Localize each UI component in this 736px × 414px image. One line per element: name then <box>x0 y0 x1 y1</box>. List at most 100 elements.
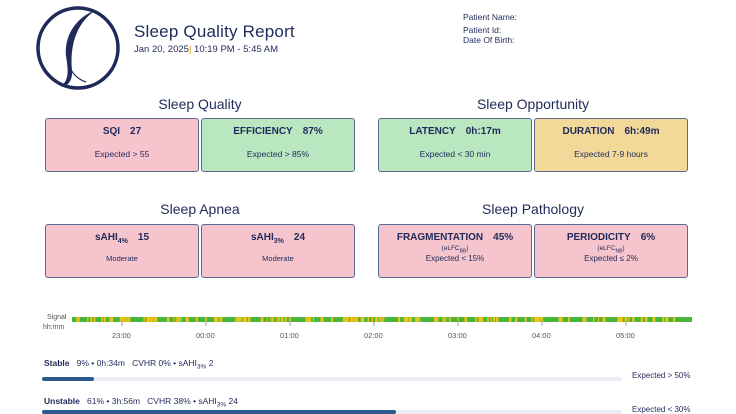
time-tick-label: 05:00 <box>616 331 635 340</box>
signal-segment <box>457 317 459 322</box>
signal-segment <box>176 317 178 322</box>
signal-segment <box>377 317 379 322</box>
signal-segment <box>628 317 630 322</box>
signal-segment <box>481 317 484 322</box>
signal-segment <box>418 317 421 322</box>
signal-segment <box>397 317 400 322</box>
signal-segment <box>666 317 669 322</box>
signal-segment <box>593 317 595 322</box>
signal-segment <box>242 317 245 322</box>
section-sleep-apnea: Sleep Apnea <box>160 201 240 217</box>
signal-segment <box>533 317 537 322</box>
signal-segment <box>313 317 315 322</box>
signal-segment <box>177 317 181 322</box>
signal-segment <box>219 317 223 322</box>
signal-segment <box>350 317 353 322</box>
signal-segment <box>624 317 627 322</box>
signal-segment <box>541 317 544 322</box>
signal-segment <box>434 317 436 322</box>
signal-segment <box>640 317 643 322</box>
signal-segment <box>285 317 287 322</box>
signal-segment <box>403 317 406 322</box>
signal-segment <box>367 317 370 322</box>
signal-segment <box>111 317 114 322</box>
signal-strip <box>72 317 692 326</box>
unstable-band-header: Unstable 61% • 3h:56m CVHR 38% • sAHI3% … <box>44 396 239 409</box>
signal-segment <box>620 317 623 322</box>
time-tick-label: 03:00 <box>448 331 467 340</box>
signal-segment <box>475 317 477 322</box>
signal-segment <box>146 317 150 322</box>
signal-segment <box>435 317 439 322</box>
signal-segment <box>235 317 237 322</box>
signal-segment <box>148 317 151 322</box>
signal-segment <box>260 317 264 322</box>
signal-segment <box>662 317 664 322</box>
signal-segment <box>247 317 251 322</box>
signal-segment <box>478 317 480 322</box>
signal-segment <box>444 317 447 322</box>
signal-segment <box>237 317 240 322</box>
signal-segment <box>355 317 359 322</box>
signal-segment <box>77 317 80 322</box>
signal-segment <box>214 317 217 322</box>
signal-segment <box>205 317 207 322</box>
signal-segment <box>602 317 606 322</box>
signal-segment <box>495 317 499 322</box>
unstable-expected: Expected < 30% <box>632 405 691 414</box>
time-tick-label: 00:00 <box>196 331 215 340</box>
signal-segment <box>76 317 78 322</box>
signal-segment <box>119 317 123 322</box>
signal-segment <box>125 317 128 322</box>
card-efficiency: EFFICIENCY 87% Expected > 85% <box>201 118 355 172</box>
time-axis-label: hh:mm <box>43 324 65 331</box>
signal-segment <box>93 317 96 322</box>
signal-segment <box>187 317 189 322</box>
signal-segment <box>490 317 492 322</box>
signal-segment <box>150 317 154 322</box>
time-tick-label: 02:00 <box>364 331 383 340</box>
signal-segment <box>598 317 600 322</box>
signal-segment <box>379 317 382 322</box>
section-sleep-opportunity: Sleep Opportunity <box>476 96 590 112</box>
signal-segment <box>239 317 242 322</box>
signal-segment <box>560 317 563 322</box>
signal-segment <box>320 317 323 322</box>
signal-segment <box>289 317 291 322</box>
signal-segment <box>487 317 489 322</box>
stable-expected: Expected > 50% <box>632 371 691 380</box>
report-title: Sleep Quality Report <box>134 22 295 41</box>
signal-segment <box>280 317 284 322</box>
signal-segment <box>665 317 667 322</box>
signal-segment <box>347 317 349 322</box>
signal-segment <box>492 317 496 322</box>
signal-segment <box>382 317 385 322</box>
stable-bar-fill <box>42 377 95 381</box>
signal-segment <box>582 317 585 322</box>
signal-segment <box>101 317 104 322</box>
signal-segment <box>568 317 570 322</box>
signal-segment <box>244 317 247 322</box>
signal-segment <box>632 317 635 322</box>
signal-segment <box>305 317 309 322</box>
signal-segment <box>375 317 378 322</box>
signal-segment <box>371 317 374 322</box>
signal-segment <box>414 317 416 322</box>
time-tick-label: 01:00 <box>280 331 299 340</box>
signal-segment <box>558 317 562 322</box>
card-sahi-4: sAHI4% 15 Moderate <box>45 224 199 278</box>
unstable-bar-fill <box>42 410 396 414</box>
patient-id-label: Patient Id: <box>463 25 502 35</box>
signal-segment <box>360 317 364 322</box>
signal-segment <box>127 317 131 322</box>
signal-segment <box>408 317 412 322</box>
card-periodicity: PERIODICITY 6% (eLFCNB) Expected ≤ 2% <box>534 224 688 278</box>
time-tick-label: 23:00 <box>112 331 131 340</box>
signal-segment <box>185 317 188 322</box>
signal-segment <box>405 317 409 322</box>
signal-segment <box>180 317 182 322</box>
logo-icon <box>36 6 120 90</box>
signal-segment <box>272 317 274 322</box>
signal-segment <box>652 317 656 322</box>
signal-segment <box>442 317 445 322</box>
